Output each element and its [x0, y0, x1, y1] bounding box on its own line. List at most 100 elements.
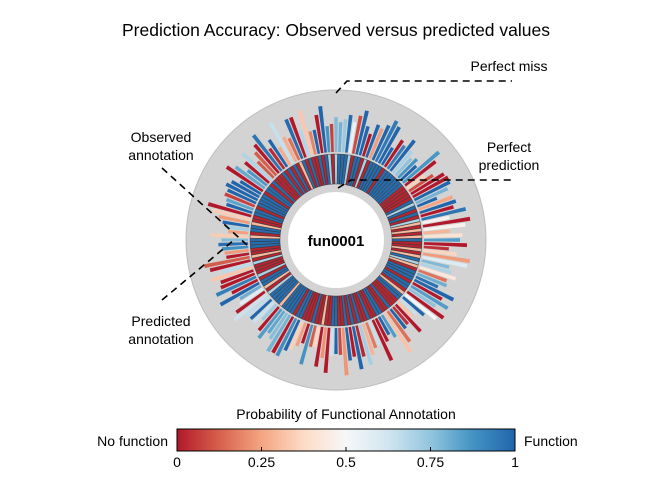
- predicted-bar: [389, 139, 416, 172]
- observed-bar: [304, 291, 318, 322]
- predicted-bar: [397, 157, 419, 179]
- predicted-bar: [415, 275, 439, 289]
- observed-bar: [352, 292, 365, 323]
- predicted-bar: [234, 165, 266, 190]
- observed-bar: [292, 288, 310, 317]
- predicted-bar: [257, 308, 283, 340]
- observed-bar: [249, 234, 281, 239]
- observed-bar: [314, 293, 325, 325]
- predicted-bar: [253, 143, 280, 174]
- predicted-bar: [419, 199, 457, 215]
- predicted-bar: [314, 114, 324, 154]
- observed-bar: [374, 278, 399, 303]
- predicted-bar: [252, 301, 275, 324]
- observed-bar: [307, 157, 320, 188]
- predicted-bar: [338, 122, 343, 153]
- predicted-bar: [348, 122, 357, 154]
- predicted-bar: [341, 118, 348, 153]
- predicted-bar: [239, 284, 262, 301]
- predicted-bar: [267, 138, 289, 168]
- observed-bar: [360, 289, 377, 318]
- predicted-bar: [345, 114, 353, 153]
- predicted-bar: [224, 225, 249, 231]
- predicted-bar: [239, 287, 264, 306]
- predicted-bar: [420, 262, 452, 275]
- predicted-bar: [377, 316, 391, 336]
- observed-bar: [385, 264, 414, 281]
- observed-bar: [391, 241, 423, 246]
- observed-bar: [371, 281, 394, 307]
- colorbar-tick-label: 0.5: [336, 454, 356, 470]
- observed-bar: [354, 291, 368, 322]
- observed-bar: [251, 249, 282, 259]
- observed-bar: [350, 293, 362, 324]
- observed-bar: [337, 153, 342, 185]
- predicted-bar: [422, 255, 468, 268]
- predicted-bar: [211, 265, 253, 283]
- observed-bar: [259, 196, 288, 214]
- predicted-bar: [268, 121, 295, 164]
- observed-bar: [356, 159, 371, 189]
- predicted-bar: [421, 259, 450, 269]
- predicted-bar: [361, 323, 376, 356]
- observed-bar: [391, 228, 422, 235]
- predicted-bar: [249, 298, 273, 321]
- predicted-bar: [221, 262, 252, 274]
- observed-bar: [347, 155, 358, 187]
- observed-bar: [352, 157, 365, 188]
- observed-bar: [391, 245, 422, 252]
- observed-bar: [389, 218, 421, 229]
- predicted-bar: [287, 137, 301, 161]
- predicted-bar: [225, 165, 264, 193]
- predicted-bar: [380, 146, 394, 166]
- predicted-bar: [288, 320, 304, 351]
- observed-bar: [265, 187, 292, 209]
- predicted-bar: [365, 322, 378, 349]
- predicted-bar: [410, 172, 445, 196]
- predicted-bar: [267, 310, 286, 334]
- observed-bar: [341, 295, 348, 326]
- predicted-bar: [220, 272, 256, 290]
- predicted-bar: [235, 290, 266, 314]
- observed-bar: [269, 275, 295, 298]
- observed-bar: [257, 262, 286, 278]
- inner-hole: [288, 192, 384, 288]
- observed-bar: [376, 180, 401, 204]
- predicted-bar: [416, 196, 438, 208]
- predicted-bar: [408, 173, 434, 193]
- predicted-bar: [415, 186, 449, 205]
- observed-bar: [339, 295, 345, 327]
- observed-bar: [382, 268, 411, 287]
- predicted-bar: [371, 319, 394, 362]
- observed-bar: [390, 247, 422, 256]
- radial-bars: [203, 105, 471, 376]
- observed-bar: [324, 154, 331, 185]
- observed-bar: [251, 251, 283, 262]
- predicted-bar: [371, 124, 391, 161]
- observed-bar: [314, 155, 325, 187]
- observed-bar: [347, 293, 358, 325]
- observed-bar: [249, 241, 281, 246]
- observed-bar: [390, 249, 421, 259]
- colorbar-right-label: Function: [524, 433, 578, 449]
- predicted-bar: [394, 157, 413, 177]
- predicted-bar: [348, 326, 357, 357]
- predicted-bar: [224, 192, 256, 208]
- predicted-bar: [413, 180, 451, 202]
- predicted-bar: [308, 130, 317, 155]
- observed-bar: [281, 283, 303, 309]
- observed-bar: [391, 238, 423, 242]
- observed-bar: [372, 175, 396, 200]
- observed-bar: [391, 231, 423, 237]
- observed-bar: [249, 238, 281, 242]
- predicted-bar: [341, 327, 349, 376]
- predicted-bar: [221, 245, 249, 251]
- observed-label-line2: annotation: [128, 147, 193, 163]
- observed-bar: [384, 266, 413, 284]
- predicted-bar: [220, 269, 254, 285]
- observed-bar: [387, 208, 418, 222]
- predicted-bar: [377, 126, 401, 164]
- predicted-bar: [329, 327, 334, 357]
- predicted-bar: [261, 303, 278, 321]
- predicted-bar: [365, 124, 381, 158]
